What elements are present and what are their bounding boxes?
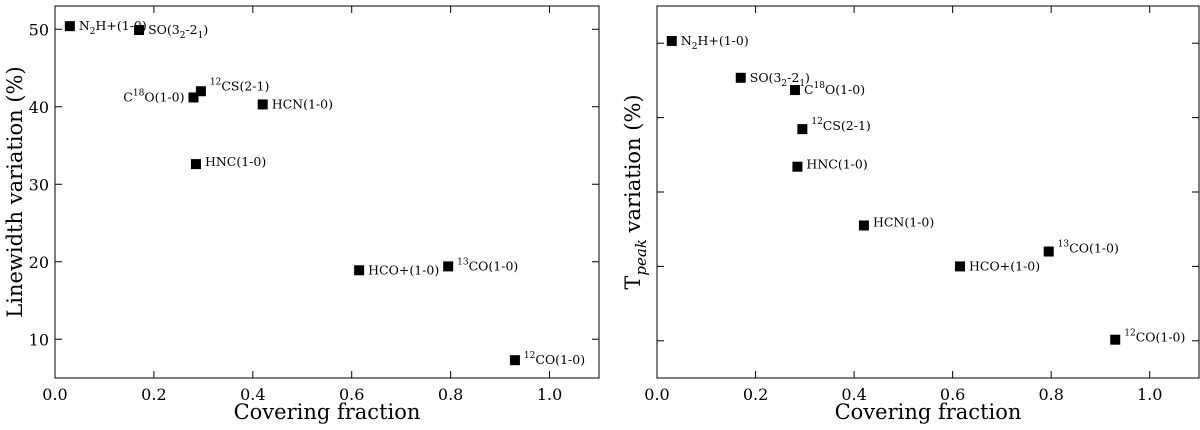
data-point-marker: [190, 159, 201, 170]
y-tick-label: 30: [29, 175, 49, 194]
data-point-marker: [1043, 246, 1054, 257]
data-point-marker: [858, 220, 869, 231]
data-point-marker: [735, 72, 746, 83]
data-point-marker: [134, 25, 145, 36]
data-point-marker: [797, 124, 808, 135]
x-tick-label: 1.0: [537, 385, 562, 404]
x-tick-label: 0.0: [42, 385, 67, 404]
x-tick-label: 0.8: [438, 385, 463, 404]
data-point-marker: [443, 261, 454, 272]
data-point-label: 12CO(1-0): [1124, 329, 1185, 345]
x-tick-label: 0.6: [339, 385, 364, 404]
data-point-label: HNC(1-0): [806, 157, 867, 172]
data-point-label: 12CS(2-1): [210, 77, 269, 93]
y-axis-title: Linewidth variation (%): [3, 66, 27, 317]
y-tick-label: 40: [29, 98, 49, 117]
data-point-marker: [195, 86, 206, 97]
data-point-label: HCO+(1-0): [368, 262, 439, 277]
data-point-label: C18O(1-0): [123, 88, 184, 104]
y-axis-title: Tpeak variation (%): [621, 94, 650, 289]
data-point-marker: [188, 92, 199, 103]
data-point-marker: [666, 35, 677, 46]
data-point-marker: [257, 99, 268, 110]
chart-panel-tpeak: 0.0 0.2 0.4 0.6 0.8 1.0 Covering fraction Tpeak…: [621, 5, 1200, 424]
plot-frame: [54, 5, 600, 379]
data-point-marker: [509, 355, 520, 366]
data-point-marker: [354, 265, 365, 276]
x-tick-label: 0.8: [1038, 385, 1063, 404]
y-tick-label: 10: [29, 330, 49, 349]
chart-panel-linewidth: 0.0 0.2 0.4 0.6 0.8 1.0 10 20 30 40 50 Covering fra…: [3, 5, 600, 424]
data-point-label: C18O(1-0): [804, 81, 865, 97]
data-point-label: HCO+(1-0): [969, 258, 1040, 273]
x-tick-label: 1.0: [1137, 385, 1162, 404]
data-point-label: N2H+(1-0): [681, 33, 749, 52]
data-point-label: 13CO(1-0): [457, 257, 518, 273]
data-point-label: 12CS(2-1): [811, 117, 870, 133]
x-tick-label: 0.4: [240, 385, 265, 404]
data-point-marker: [64, 21, 75, 32]
data-point-label: N2H+(1-0): [79, 18, 147, 37]
data-point-label: HNC(1-0): [205, 154, 266, 169]
x-tick-label: 0.0: [644, 385, 669, 404]
data-point-marker: [792, 161, 803, 172]
data-point-label: 12CO(1-0): [524, 351, 585, 367]
data-point-label: SO(32-21): [148, 22, 208, 41]
data-point-marker: [955, 261, 966, 272]
x-tick-label: 0.4: [841, 385, 866, 404]
x-axis-title: Covering fraction: [835, 400, 1022, 424]
data-point-label: HCN(1-0): [873, 214, 934, 229]
y-tick-label: 50: [29, 20, 49, 39]
x-tick-label: 0.2: [141, 385, 166, 404]
data-point-label: SO(32-21): [750, 70, 810, 89]
y-tick-label: 20: [29, 253, 49, 272]
data-point-label: HCN(1-0): [272, 96, 333, 111]
data-point-marker: [789, 85, 800, 96]
x-axis-title: Covering fraction: [234, 400, 421, 424]
x-tick-label: 0.6: [940, 385, 965, 404]
x-tick-label: 0.2: [743, 385, 768, 404]
data-point-label: 13CO(1-0): [1058, 240, 1119, 256]
plot-frame: [656, 5, 1200, 379]
data-point-marker: [1110, 334, 1121, 345]
